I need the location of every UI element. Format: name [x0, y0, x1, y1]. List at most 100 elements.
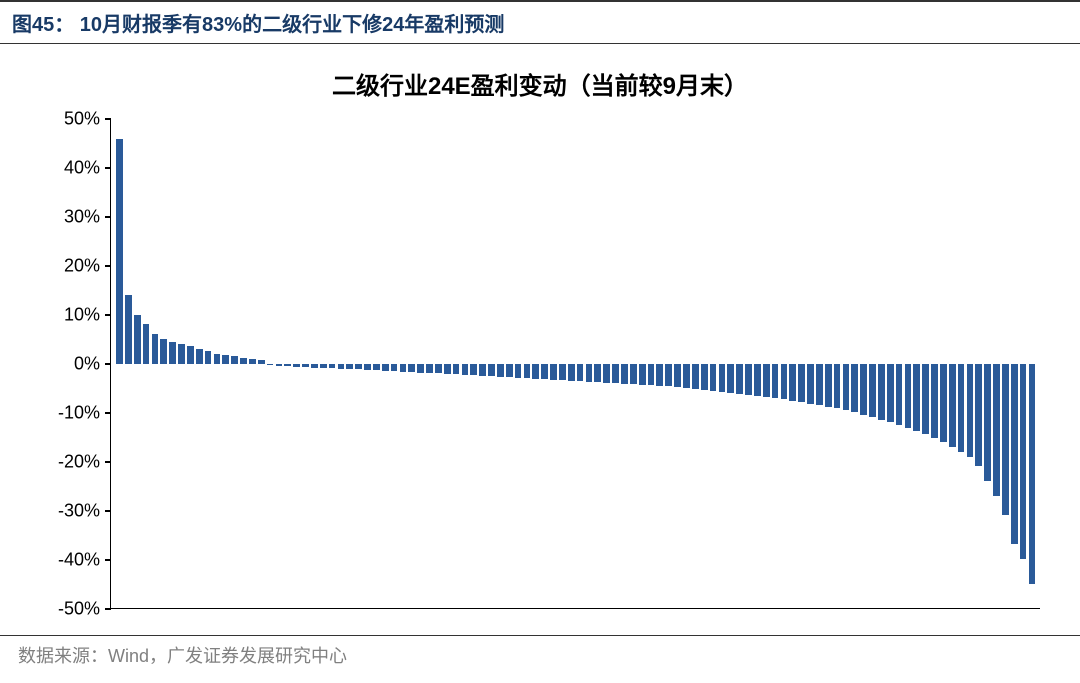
bar	[462, 364, 469, 375]
bar-slot	[301, 119, 310, 608]
bar	[665, 364, 672, 386]
bar-slot	[407, 119, 416, 608]
bar-slot	[948, 119, 957, 608]
bar-slot	[576, 119, 585, 608]
bar	[710, 364, 717, 391]
bar	[426, 364, 433, 374]
bar-slot	[664, 119, 673, 608]
bar-slot	[310, 119, 319, 608]
bar-slot	[779, 119, 788, 608]
bar	[364, 364, 371, 370]
bar	[639, 364, 646, 385]
bar	[196, 349, 203, 364]
bar	[745, 364, 752, 395]
bar	[284, 364, 291, 367]
bar-slot	[159, 119, 168, 608]
bar-slot	[673, 119, 682, 608]
bar-slot	[966, 119, 975, 608]
bar	[276, 364, 283, 366]
y-tick-label: -50%	[58, 599, 100, 620]
bar	[736, 364, 743, 394]
figure-header: 图45： 10月财报季有83%的二级行业下修24年盈利预测	[0, 0, 1080, 44]
bar-slot	[868, 119, 877, 608]
bar	[577, 364, 584, 382]
y-tick-label: 40%	[64, 158, 100, 179]
bar	[249, 359, 256, 364]
bar	[789, 364, 796, 401]
bar-slot	[939, 119, 948, 608]
chart-title: 二级行业24E盈利变动（当前较9月末）	[0, 66, 1080, 101]
bar	[913, 364, 920, 431]
bar-slot	[133, 119, 142, 608]
bar-slot	[567, 119, 576, 608]
bar	[497, 364, 504, 377]
bar-slot	[221, 119, 230, 608]
bar	[408, 364, 415, 373]
bar-slot	[859, 119, 868, 608]
bar	[400, 364, 407, 372]
bar-slot	[717, 119, 726, 608]
bar-slot	[549, 119, 558, 608]
bar	[329, 364, 336, 369]
bar	[568, 364, 575, 381]
bar	[603, 364, 610, 383]
bar-slot	[319, 119, 328, 608]
bar-slot	[921, 119, 930, 608]
bar-slot	[850, 119, 859, 608]
bar-slot	[177, 119, 186, 608]
bar	[143, 324, 150, 363]
bar	[169, 342, 176, 364]
bar	[674, 364, 681, 387]
bar	[984, 364, 991, 481]
bar-slot	[682, 119, 691, 608]
bar-slot	[230, 119, 239, 608]
bar	[320, 364, 327, 369]
bar-slot	[1028, 119, 1037, 608]
bar-slot	[452, 119, 461, 608]
bar-slot	[886, 119, 895, 608]
y-tick-mark	[105, 510, 111, 512]
bar-slot	[328, 119, 337, 608]
y-tick-mark	[105, 412, 111, 414]
bar-slot	[841, 119, 850, 608]
bar-slot	[434, 119, 443, 608]
bar	[949, 364, 956, 447]
bar-slot	[461, 119, 470, 608]
bar	[719, 364, 726, 392]
bar	[178, 344, 185, 364]
bar-slot	[797, 119, 806, 608]
bar	[125, 295, 132, 363]
bar	[1029, 364, 1036, 584]
bar-slot	[602, 119, 611, 608]
bar-slot	[930, 119, 939, 608]
bar-slot	[266, 119, 275, 608]
bar-slot	[531, 119, 540, 608]
bar-slot	[469, 119, 478, 608]
bar	[816, 364, 823, 406]
bar	[869, 364, 876, 418]
bar-slot	[540, 119, 549, 608]
bar-slot	[354, 119, 363, 608]
bar-slot	[912, 119, 921, 608]
bar-slot	[496, 119, 505, 608]
y-tick-label: -20%	[58, 452, 100, 473]
bar-slot	[585, 119, 594, 608]
bar-slot	[124, 119, 133, 608]
bar	[594, 364, 601, 383]
bar-slot	[753, 119, 762, 608]
y-tick-mark	[105, 314, 111, 316]
y-axis: 50%40%30%20%10%0%-10%-20%-30%-40%-50%	[20, 119, 110, 609]
bar	[931, 364, 938, 438]
bar	[781, 364, 788, 400]
bar-slot	[257, 119, 266, 608]
bar	[231, 356, 238, 363]
bar	[346, 364, 353, 370]
y-tick-mark	[105, 461, 111, 463]
y-tick-mark	[105, 265, 111, 267]
bar	[798, 364, 805, 403]
bar	[293, 364, 300, 367]
bar	[302, 364, 309, 368]
bar	[338, 364, 345, 369]
bar	[834, 364, 841, 409]
bar	[860, 364, 867, 415]
